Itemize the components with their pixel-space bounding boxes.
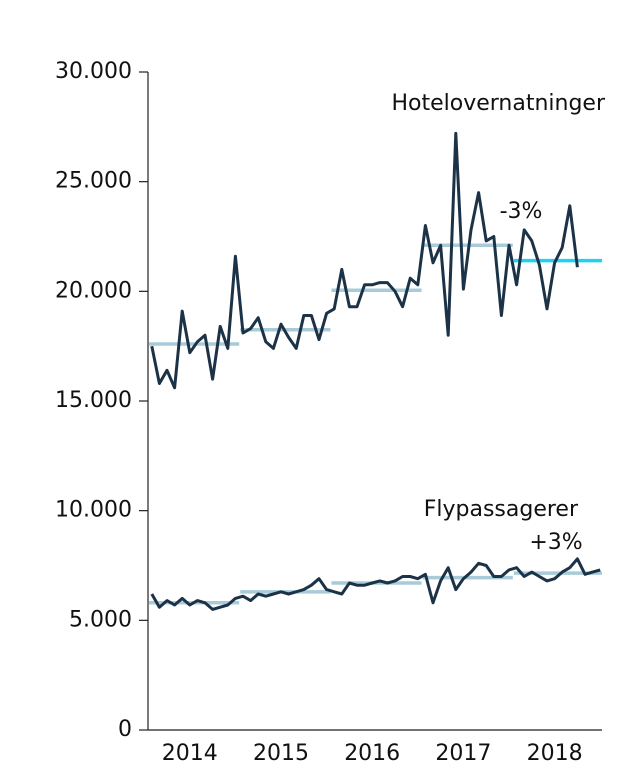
y-tick-label: 20.000 <box>55 278 132 303</box>
y-tick-label: 5.000 <box>69 607 132 632</box>
y-tick-label: 25.000 <box>55 169 132 194</box>
series-label: Flypassagerer <box>424 497 579 522</box>
x-tick-label: 2018 <box>527 741 583 766</box>
x-tick-label: 2015 <box>253 741 309 766</box>
series-label: Hotelovernatninger <box>391 91 605 116</box>
series-line <box>150 557 601 611</box>
x-tick-label: 2016 <box>344 741 400 766</box>
x-tick-label: 2014 <box>162 741 218 766</box>
y-tick-label: 30.000 <box>55 59 132 84</box>
x-tick-label: 2017 <box>435 741 491 766</box>
annotation: +3% <box>529 530 582 555</box>
y-tick-label: 10.000 <box>55 498 132 523</box>
annotation: -3% <box>500 199 543 224</box>
series-line <box>150 131 579 390</box>
y-tick-label: 0 <box>118 717 132 742</box>
y-tick-label: 15.000 <box>55 388 132 413</box>
